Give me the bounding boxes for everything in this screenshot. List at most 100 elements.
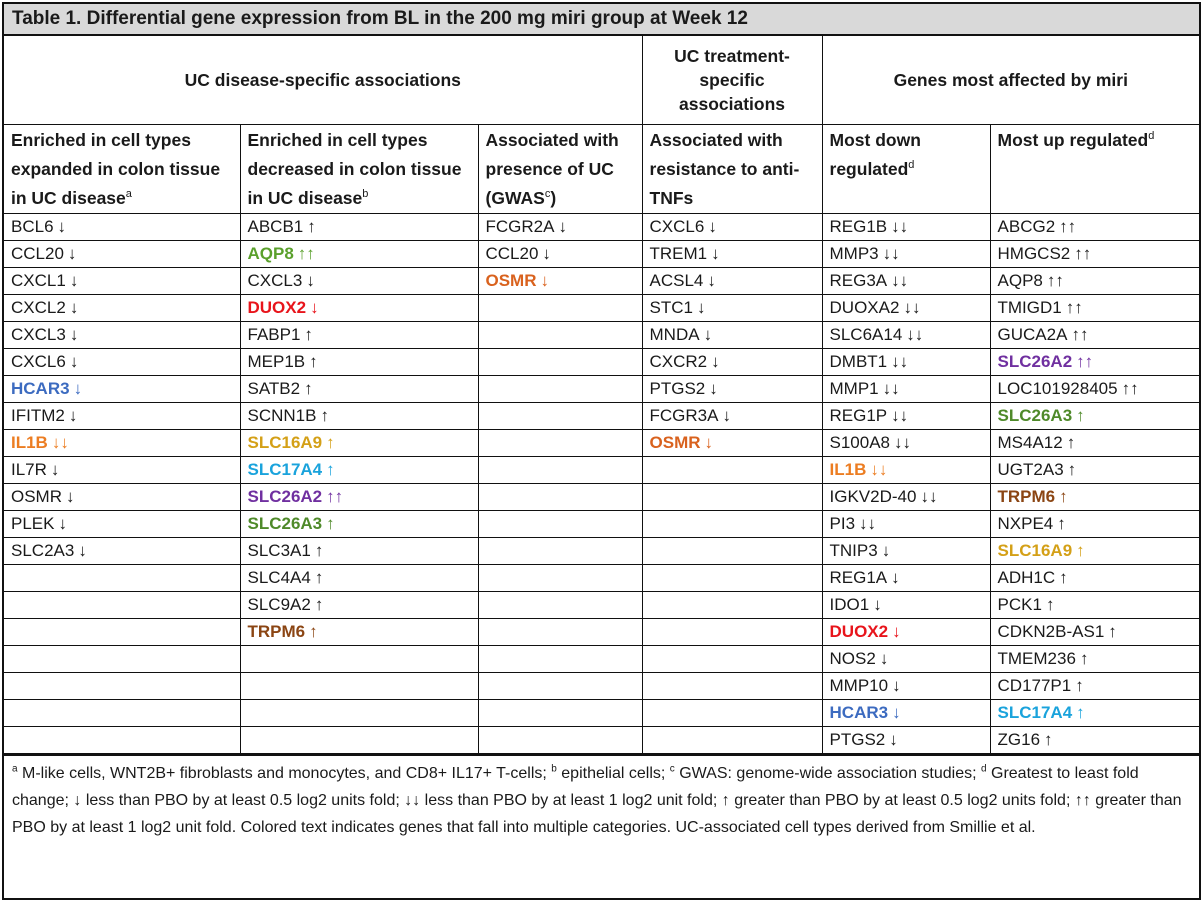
down-arrow-icon: ↓: [891, 568, 900, 587]
gene-name: SLC16A9: [997, 541, 1073, 560]
gene-entry: SLC3A1 ↑: [248, 541, 324, 560]
table-cell: ABCG2 ↑↑: [989, 213, 1200, 241]
group-most-affected: Genes most affected by miri: [821, 36, 1200, 125]
footnote-marker: b: [362, 188, 369, 201]
gene-name: IL1B: [11, 433, 48, 452]
down-arrow-icon: ↓: [707, 271, 716, 290]
up-arrow-icon: ↑↑: [1074, 244, 1092, 263]
up-arrow-icon: ↑: [1076, 406, 1085, 425]
table-cell: [641, 537, 823, 565]
table-cell: SLC3A1 ↑: [239, 537, 479, 565]
gene-name: AQP8: [997, 271, 1043, 290]
gene-name: IL1B: [829, 460, 867, 479]
gene-name: PCK1: [997, 595, 1042, 614]
table-row: IFITM2 ↓ SCNN1B ↑ FCGR3A ↓ REG1P ↓↓ SLC26A3 ↑: [4, 402, 1200, 430]
up-arrow-icon: ↑: [1059, 487, 1068, 506]
table-cell: SATB2 ↑: [239, 375, 479, 403]
gene-entry: CXCR2 ↓: [650, 352, 720, 371]
footnote-mark-b: b: [551, 763, 557, 775]
table-cell: DUOXA2 ↓↓: [821, 294, 991, 322]
gene-name: SLC4A4: [247, 568, 311, 587]
table-row: MMP10 ↓ CD177P1 ↑: [4, 672, 1200, 700]
table-cell: PCK1 ↑: [989, 591, 1200, 619]
gene-name: CXCL3: [11, 325, 66, 344]
down-arrow-icon: ↓: [703, 325, 713, 344]
table-cell: REG3A ↓↓: [821, 267, 991, 295]
table-cell: OSMR ↓: [4, 483, 241, 511]
up-arrow-icon: ↑: [309, 352, 318, 371]
gene-entry: CXCL6 ↓: [650, 217, 717, 236]
table-cell: IL1B ↓↓: [4, 429, 241, 457]
table-cell: CD177P1 ↑: [989, 672, 1200, 700]
table-cell: DUOX2 ↓: [239, 294, 479, 322]
down-arrow-icon: ↓: [69, 352, 79, 371]
down-arrow-icon: ↓: [68, 406, 78, 425]
up-arrow-icon: ↑: [1076, 703, 1085, 722]
table-cell: SLC9A2 ↑: [239, 591, 479, 619]
column-header-row: Enriched in cell types expanded in colon…: [4, 124, 1200, 214]
table-cell: [239, 726, 479, 754]
gene-entry: MMP1 ↓↓: [830, 379, 900, 398]
footnote-marker: d: [1148, 130, 1155, 143]
table-cell: PLEK ↓: [4, 510, 241, 538]
gene-entry: TREM1 ↓: [650, 244, 720, 263]
gene-name: REG3A: [829, 271, 888, 290]
gene-name: AQP8: [247, 244, 294, 263]
down-arrow-icon: ↓: [50, 460, 60, 479]
gene-name: MEP1B: [247, 352, 306, 371]
gene-entry: IFITM2 ↓: [11, 406, 77, 425]
table-row: HCAR3 ↓ SLC17A4 ↑: [4, 699, 1200, 727]
table-cell: MS4A12 ↑: [989, 429, 1200, 457]
table-row: SLC2A3 ↓ SLC3A1 ↑ TNIP3 ↓ SLC16A9 ↑: [4, 537, 1200, 565]
gene-entry: SATB2 ↑: [248, 379, 313, 398]
table-cell: SLC26A3 ↑: [239, 510, 479, 538]
gene-name: CXCL6: [649, 217, 705, 236]
down-arrow-icon: ↓: [892, 622, 901, 641]
down-arrow-icon: ↓: [704, 433, 714, 452]
gene-entry: CXCL3 ↓: [248, 271, 315, 290]
gene-name: TNIP3: [829, 541, 878, 560]
table-cell: [4, 645, 241, 673]
table-cell: ZG16 ↑: [989, 726, 1200, 754]
gene-name: TRPM6: [247, 622, 306, 641]
table-cell: ACSL4 ↓: [641, 267, 823, 295]
table-cell: [4, 618, 241, 646]
table-cell: [477, 348, 643, 376]
gene-entry: NOS2 ↓: [830, 649, 889, 668]
footnote-marker: c: [544, 188, 551, 201]
footnote-mark-c: c: [669, 763, 675, 775]
column-header-2: Enriched in cell types decreased in colo…: [239, 124, 479, 214]
gene-entry: SLC6A14 ↓↓: [830, 325, 924, 344]
up-arrow-icon: ↑: [326, 433, 335, 452]
gene-name: CCL20: [11, 244, 64, 263]
up-arrow-icon: ↑: [307, 217, 316, 236]
gene-name: PTGS2: [829, 730, 886, 749]
up-arrow-icon: ↑↑: [326, 487, 344, 506]
table-cell: OSMR ↓: [477, 267, 643, 295]
table-cell: HCAR3 ↓: [4, 375, 241, 403]
gene-name: DUOX2: [247, 298, 307, 317]
table-cell: [239, 645, 479, 673]
table-cell: CXCR2 ↓: [641, 348, 823, 376]
table-cell: FCGR2A ↓: [477, 213, 643, 241]
down-arrow-icon: ↓: [67, 244, 77, 263]
gene-name: FABP1: [247, 325, 301, 344]
group-uc-disease: UC disease-specific associations: [4, 36, 643, 125]
down-arrow-icon: ↓: [889, 730, 898, 749]
table-cell: [477, 726, 643, 754]
up-arrow-icon: ↑: [1076, 541, 1085, 560]
gene-entry: TRPM6 ↑: [998, 487, 1068, 506]
table-row: PLEK ↓ SLC26A3 ↑ PI3 ↓↓ NXPE4 ↑: [4, 510, 1200, 538]
table-cell: [477, 402, 643, 430]
gene-entry: SLC2A3 ↓: [11, 541, 87, 560]
gene-entry: REG1P ↓↓: [830, 406, 909, 425]
up-arrow-icon: ↑: [1108, 622, 1117, 641]
gene-entry: AQP8 ↑↑: [998, 271, 1064, 290]
column-header-6: Most up regulatedd: [989, 124, 1200, 214]
gene-name: SLC26A3: [997, 406, 1073, 425]
gene-name: TRPM6: [997, 487, 1056, 506]
table-cell: [477, 537, 643, 565]
table-cell: SLC4A4 ↑: [239, 564, 479, 592]
gene-entry: CXCL6 ↓: [11, 352, 78, 371]
table-cell: [477, 483, 643, 511]
